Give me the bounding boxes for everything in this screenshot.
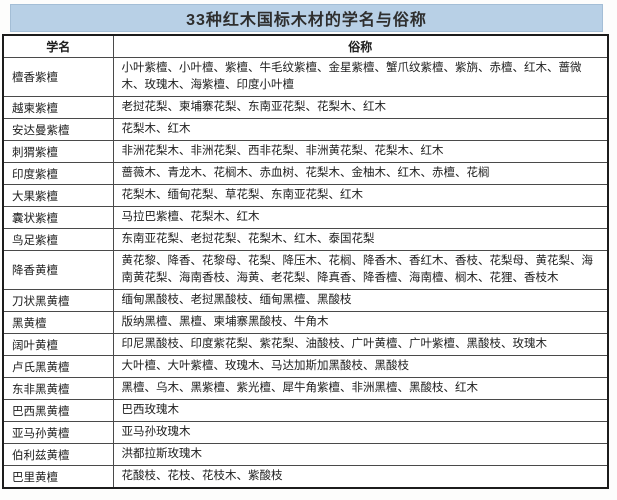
common-names-cell: 东南亚花梨、老挝花梨、花梨木、红木、泰国花梨 [112,228,609,251]
common-names-cell: 花梨木、红木 [112,118,609,141]
scientific-name-cell: 鸟足紫檀 [2,228,114,251]
wood-names-table: 学名 俗称 檀香紫檀 小叶紫檀、小叶檀、紫檀、牛毛纹紫檀、金星紫檀、蟹爪纹紫檀、紫… [2,34,609,489]
common-names-cell: 大叶檀、大叶紫檀、玫瑰木、马达加斯加黑酸枝、黑酸枝 [112,355,609,378]
table-row: 东非黑黄檀 黑檀、乌木、黑紫檀、紫光檀、犀牛角紫檀、非洲黑檀、黑酸枝、红木 [2,377,609,400]
scientific-name-cell: 大果紫檀 [2,184,114,207]
scientific-name-cell: 印度紫檀 [2,162,114,185]
scientific-name-cell: 巴西黑黄檀 [2,399,114,422]
common-names-cell: 蔷薇木、青龙木、花榈木、赤血树、花梨木、金柚木、红木、赤檀、花榈 [112,162,609,185]
table-row: 巴里黄檀 花酸枝、花枝、花枝木、紫酸枝 [2,465,609,489]
table-row: 黑黄檀 版纳黑檀、黑檀、柬埔寨黑酸枝、牛角木 [2,311,609,334]
common-names-cell: 印尼黑酸枝、印度紫花梨、紫花梨、油酸枝、广叶黄檀、广叶紫檀、黑酸枝、玫瑰木 [112,333,609,356]
table-row: 檀香紫檀 小叶紫檀、小叶檀、紫檀、牛毛纹紫檀、金星紫檀、蟹爪纹紫檀、紫旃、赤檀、红… [2,57,609,97]
table-body: 檀香紫檀 小叶紫檀、小叶檀、紫檀、牛毛纹紫檀、金星紫檀、蟹爪纹紫檀、紫旃、赤檀、红… [2,57,609,489]
table-row: 印度紫檀 蔷薇木、青龙木、花榈木、赤血树、花梨木、金柚木、红木、赤檀、花榈 [2,162,609,185]
table-row: 亚马孙黄檀 亚马孙玫瑰木 [2,421,609,444]
table-title-bar: 33种红木国标木材的学名与俗称 [10,4,603,32]
common-names-cell: 马拉巴紫檀、花梨木、红木 [112,206,609,229]
table-row: 囊状紫檀 马拉巴紫檀、花梨木、红木 [2,206,609,229]
table-row: 越柬紫檀 老挝花梨、柬埔寨花梨、东南亚花梨、花梨木、红木 [2,96,609,119]
scientific-name-cell: 安达曼紫檀 [2,118,114,141]
table-row: 大果紫檀 花梨木、缅甸花梨、草花梨、东南亚花梨、红木 [2,184,609,207]
table-row: 刺猬紫檀 非洲花梨木、非洲花梨、西非花梨、非洲黄花梨、花梨木、红木 [2,140,609,163]
common-names-cell: 花梨木、缅甸花梨、草花梨、东南亚花梨、红木 [112,184,609,207]
scientific-name-cell: 东非黑黄檀 [2,377,114,400]
scientific-name-cell: 檀香紫檀 [2,57,114,97]
common-names-cell: 版纳黑檀、黑檀、柬埔寨黑酸枝、牛角木 [112,311,609,334]
common-names-cell: 非洲花梨木、非洲花梨、西非花梨、非洲黄花梨、花梨木、红木 [112,140,609,163]
scientific-name-cell: 卢氏黑黄檀 [2,355,114,378]
table-row: 阔叶黄檀 印尼黑酸枝、印度紫花梨、紫花梨、油酸枝、广叶黄檀、广叶紫檀、黑酸枝、玫瑰… [2,333,609,356]
table-row: 巴西黑黄檀 巴西玫瑰木 [2,399,609,422]
scientific-name-cell: 伯利兹黄檀 [2,443,114,466]
common-names-cell: 缅甸黑酸枝、老挝黑酸枝、缅甸黑檀、黑酸枝 [112,289,609,312]
common-names-cell: 老挝花梨、柬埔寨花梨、东南亚花梨、花梨木、红木 [112,96,609,119]
table-row: 刀状黑黄檀 缅甸黑酸枝、老挝黑酸枝、缅甸黑檀、黑酸枝 [2,289,609,312]
table-row: 降香黄檀 黄花黎、降香、花黎母、花梨、降压木、花榈、降香木、香红木、香枝、花梨母、… [2,250,609,290]
common-names-cell: 亚马孙玫瑰木 [112,421,609,444]
column-header-scientific-name: 学名 [2,34,114,58]
page-title: 33种红木国标木材的学名与俗称 [186,12,427,29]
common-names-cell: 巴西玫瑰木 [112,399,609,422]
scientific-name-cell: 刀状黑黄檀 [2,289,114,312]
common-names-cell: 黄花黎、降香、花黎母、花梨、降压木、花榈、降香木、香红木、香枝、花梨母、黄花梨、… [112,250,609,290]
common-names-cell: 小叶紫檀、小叶檀、紫檀、牛毛纹紫檀、金星紫檀、蟹爪纹紫檀、紫旃、赤檀、红木、蔷微… [112,57,609,97]
table-row: 卢氏黑黄檀 大叶檀、大叶紫檀、玫瑰木、马达加斯加黑酸枝、黑酸枝 [2,355,609,378]
table-row: 伯利兹黄檀 洪都拉斯玫瑰木 [2,443,609,466]
table-row: 安达曼紫檀 花梨木、红木 [2,118,609,141]
common-names-cell: 黑檀、乌木、黑紫檀、紫光檀、犀牛角紫檀、非洲黑檀、黑酸枝、红木 [112,377,609,400]
scientific-name-cell: 黑黄檀 [2,311,114,334]
scientific-name-cell: 亚马孙黄檀 [2,421,114,444]
scientific-name-cell: 巴里黄檀 [2,465,114,489]
common-names-cell: 花酸枝、花枝、花枝木、紫酸枝 [112,465,609,489]
table-row: 鸟足紫檀 东南亚花梨、老挝花梨、花梨木、红木、泰国花梨 [2,228,609,251]
scientific-name-cell: 囊状紫檀 [2,206,114,229]
scientific-name-cell: 降香黄檀 [2,250,114,290]
scientific-name-cell: 阔叶黄檀 [2,333,114,356]
scientific-name-cell: 刺猬紫檀 [2,140,114,163]
scientific-name-cell: 越柬紫檀 [2,96,114,119]
common-names-cell: 洪都拉斯玫瑰木 [112,443,609,466]
column-header-common-names: 俗称 [112,34,609,58]
table-header-row: 学名 俗称 [2,34,609,58]
